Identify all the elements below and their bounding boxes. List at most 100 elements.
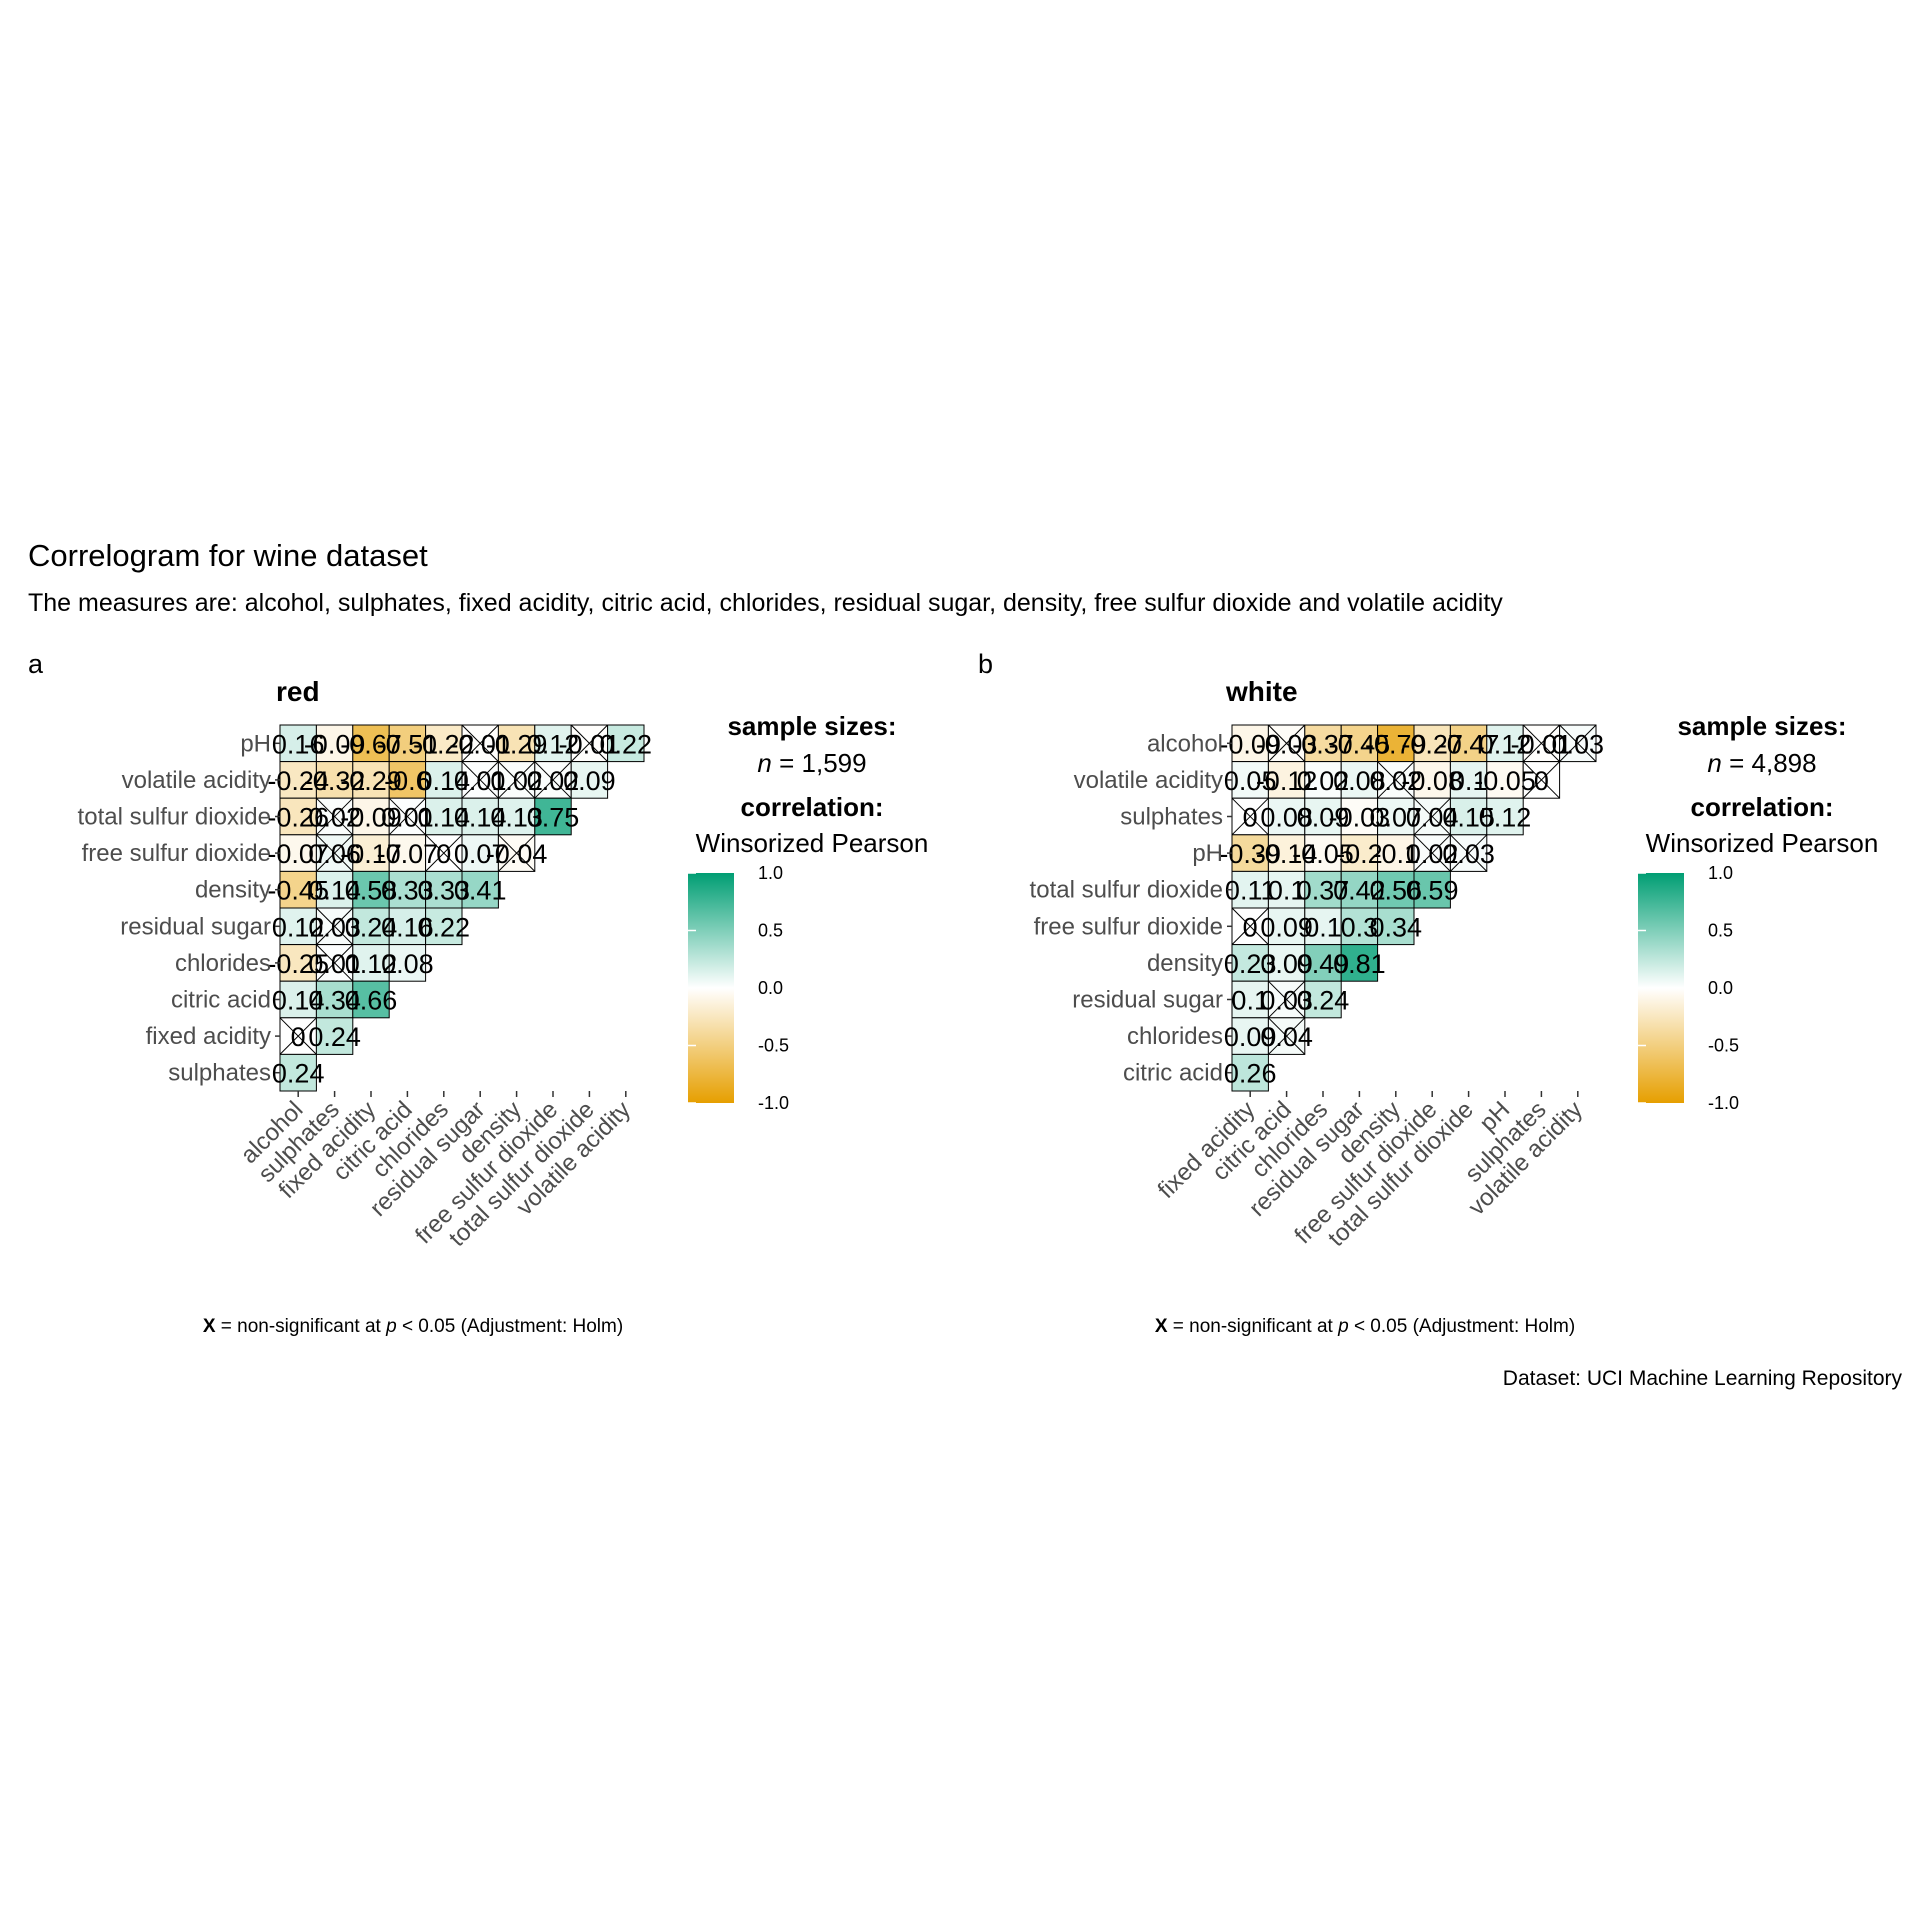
cell-value-label: 0.03 <box>308 912 361 942</box>
heatmap-cell <box>1304 980 1342 1019</box>
heatmap-cell <box>279 980 317 1019</box>
nonsignificant-cross <box>498 834 536 872</box>
cell-fill <box>1486 797 1524 836</box>
y-axis-label: residual sugar <box>1072 987 1223 1014</box>
heatmap-cell <box>1449 761 1488 799</box>
nonsignificant-cross <box>425 834 463 872</box>
heatmap-cell <box>1522 724 1561 763</box>
cell-value-label: -0.09 <box>340 803 402 833</box>
nonsignificant-cross <box>1231 907 1269 945</box>
heatmap-cell <box>1231 834 1269 872</box>
nonsignificant-cross <box>1522 761 1560 799</box>
cell-value-label: 0.34 <box>1370 912 1423 942</box>
cell-fill <box>352 797 390 836</box>
y-axis-label: sulphates <box>168 1060 271 1087</box>
cell-value-label: 0.09 <box>563 766 616 796</box>
cell-value-label: -0.79 <box>1365 729 1427 759</box>
cell-fill <box>1304 724 1342 763</box>
cell-value-label: 0.09 <box>1260 949 1313 979</box>
nonsignificant-cross <box>1413 797 1451 836</box>
panel-a-footnote-text-1: = non-significant at <box>221 1316 382 1337</box>
cell-value-label: 0.14 <box>418 803 471 833</box>
cell-fill <box>1267 944 1306 982</box>
y-axis-label: sulphates <box>1120 804 1223 831</box>
cell-value-label: 0.34 <box>308 986 361 1016</box>
cell-fill <box>1304 980 1342 1019</box>
cell-value-label: -0.51 <box>377 729 439 759</box>
cell-fill <box>352 944 390 982</box>
cell-fill <box>279 1053 317 1092</box>
cell-value-label: -0.2 <box>1336 839 1383 869</box>
heatmap-cell <box>461 797 499 836</box>
cell-fill <box>1340 944 1379 982</box>
heatmap-cell <box>1340 724 1379 763</box>
cell-value-label: -0.01 <box>1511 729 1573 759</box>
cell-value-label: 0.09 <box>1297 803 1350 833</box>
heatmap-cell <box>388 944 427 982</box>
cell-fill <box>1449 761 1488 799</box>
cell-fill <box>315 761 354 799</box>
cell-fill <box>315 1017 354 1055</box>
cell-value-label: -0.09 <box>304 729 366 759</box>
cell-value-label: -0.39 <box>1219 839 1281 869</box>
cell-value-label: -0.32 <box>304 766 366 796</box>
cell-fill <box>534 797 572 836</box>
heatmap-cell <box>1413 724 1451 763</box>
cell-fill <box>388 907 427 946</box>
panel-b-footnote: X = non-significant at p < 0.05 (Adjustm… <box>1155 1316 1575 1337</box>
nonsignificant-cross <box>1268 1017 1306 1055</box>
cell-fill <box>1377 907 1415 946</box>
panel-b-sample-n: n = 4,898 <box>1707 748 1816 778</box>
heatmap-cell <box>1559 724 1597 763</box>
nonsignificant-cross <box>1377 761 1415 799</box>
cell-value-label: 0.04 <box>1260 1022 1313 1052</box>
cell-value-label: 0.02 <box>1370 766 1423 796</box>
heatmap-cell <box>1304 761 1342 799</box>
heatmap-cell <box>534 761 572 799</box>
heatmap-cell <box>388 761 427 799</box>
y-axis-label: total sulfur dioxide <box>1030 877 1223 904</box>
cell-fill <box>1340 724 1379 763</box>
cell-value-label: 0.56 <box>1370 876 1423 906</box>
cell-fill <box>461 870 499 909</box>
cell-value-label: 0.07 <box>454 839 507 869</box>
legend-tick-label: 1.0 <box>758 863 783 883</box>
cell-value-label: 0.58 <box>345 876 398 906</box>
cell-value-label: 0.15 <box>1442 803 1495 833</box>
legend-tick-label: 1.0 <box>1708 863 1733 883</box>
panel-a-title: red <box>276 676 320 707</box>
nonsignificant-cross <box>1522 724 1560 762</box>
cell-value-label: 0.07 <box>1370 803 1423 833</box>
cell-value-label: 0.12 <box>1479 729 1532 759</box>
nonsignificant-cross <box>1231 797 1269 836</box>
cell-value-label: 0.59 <box>1406 876 1459 906</box>
nonsignificant-cross <box>316 907 354 945</box>
cell-value-label: 0.04 <box>1406 803 1459 833</box>
panel-a-legend-ticks: 1.0 0.5 0.0 -0.5 -1.0 <box>688 863 789 1113</box>
panel-a-footnote-p: p <box>385 1316 397 1337</box>
cell-value-label: 0.12 <box>345 949 398 979</box>
cell-value-label: 0.75 <box>527 803 580 833</box>
cell-value-label: 0.11 <box>1225 876 1276 906</box>
heatmap-cell <box>1304 834 1342 872</box>
cell-fill <box>388 870 427 909</box>
cell-fill <box>1413 870 1451 909</box>
legend-tick-label: -0.5 <box>1708 1036 1739 1056</box>
cell-value-label: 0.01 <box>308 949 361 979</box>
cell-value-label: 0 <box>291 1022 306 1052</box>
nonsignificant-cross <box>1268 724 1306 762</box>
cell-value-label: 0.12 <box>527 729 580 759</box>
cell-value-label: 0.03 <box>1442 839 1495 869</box>
cell-value-label: 0.23 <box>1224 949 1277 979</box>
nonsignificant-cross <box>461 761 499 799</box>
heatmap-cell <box>461 870 499 909</box>
heatmap-cell <box>315 870 354 909</box>
panel-a-footnote-text-2: < 0.05 (Adjustment: Holm) <box>402 1316 623 1337</box>
nonsignificant-cross <box>279 1017 317 1055</box>
panel-a-heatmap: 0.16-0.09-0.67-0.51-0.22-0.01-0.290.12-0… <box>78 724 652 1252</box>
cell-value-label: 0.13 <box>490 803 543 833</box>
cell-value-label: 0.49 <box>1297 949 1350 979</box>
heatmap-cell <box>534 797 572 836</box>
panel-b-legend-subtitle: Winsorized Pearson <box>1646 828 1879 858</box>
heatmap-cell <box>570 761 609 799</box>
